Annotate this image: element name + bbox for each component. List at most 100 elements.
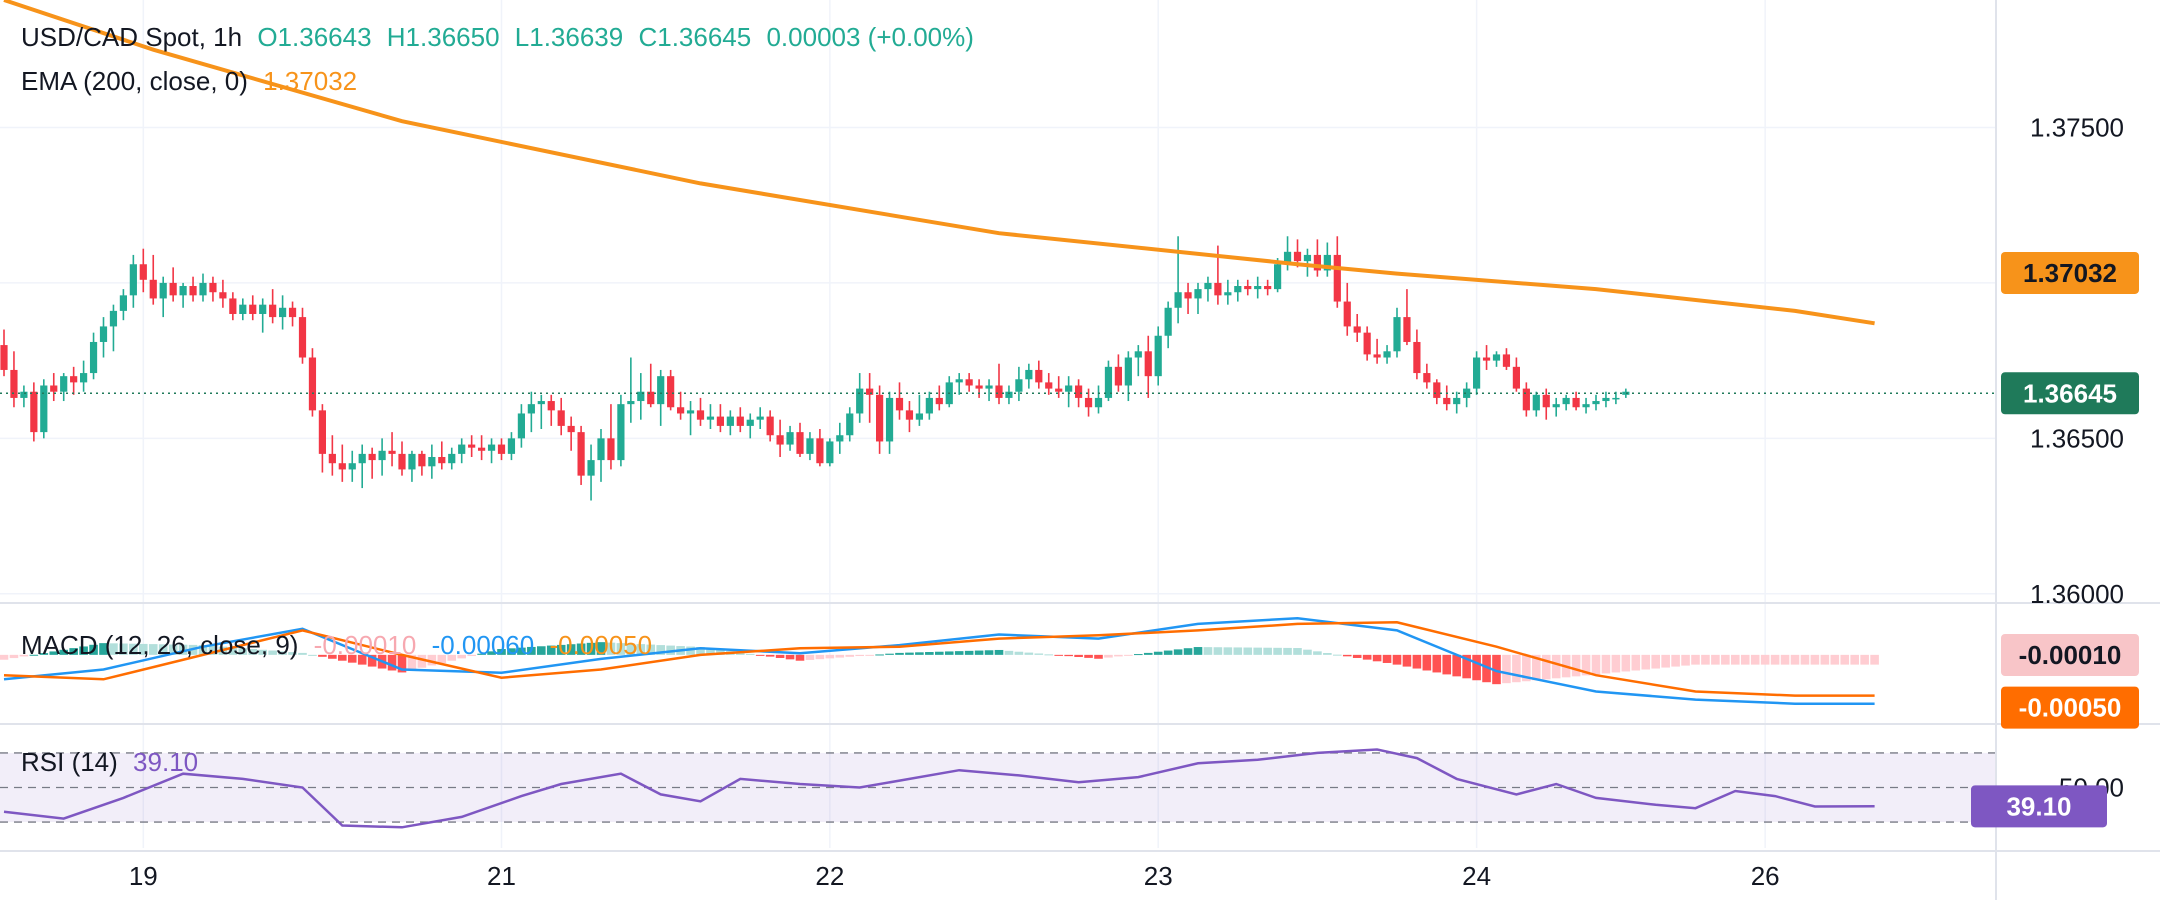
candle-body: [607, 438, 615, 461]
macd-hist-bar: [1362, 654, 1372, 660]
candle-body: [1592, 401, 1600, 405]
macd-hist-bar: [1780, 654, 1790, 665]
candle-body: [219, 292, 227, 299]
macd-hist-tag: -0.00010: [2001, 634, 2139, 676]
macd-hist-bar: [1213, 647, 1223, 655]
macd-hist-bar: [964, 650, 974, 655]
y-tick-label: 1.36000: [2030, 579, 2124, 609]
macd-hist-bar: [198, 645, 208, 655]
macd-hist-bar: [1283, 647, 1292, 655]
rsi-value-tag: 39.10: [1971, 785, 2107, 828]
x-tick-label: 21: [487, 861, 516, 891]
macd-hist-bar: [1303, 649, 1312, 655]
macd-hist-bar: [49, 651, 59, 655]
macd-hist-bar: [944, 651, 954, 655]
macd-hist-bar: [228, 647, 238, 655]
candle-body: [935, 397, 943, 405]
candle-body: [119, 295, 127, 311]
candle-body: [915, 413, 923, 420]
candle-body: [1502, 354, 1511, 367]
macd-hist-bar: [1482, 654, 1491, 683]
macd-hist-bar: [59, 649, 68, 655]
macd-hist-tag-text: -0.00010: [2019, 640, 2122, 670]
macd-hist-bar: [576, 643, 586, 655]
macd-hist-bar: [755, 654, 765, 656]
candle-body: [1025, 369, 1033, 380]
macd-hist-bar: [109, 643, 118, 655]
candle-body: [89, 341, 98, 374]
candle-body: [507, 438, 516, 454]
macd-hist-bar: [158, 644, 168, 655]
last-price-tag-text: 1.36645: [2023, 378, 2117, 408]
candle-body: [1184, 292, 1192, 299]
candle-body: [298, 317, 307, 358]
macd-hist-bar: [596, 642, 606, 655]
candle-body: [328, 453, 336, 464]
macd-hist-bar: [875, 654, 884, 656]
candle-body: [696, 410, 705, 420]
macd-hist-bar: [268, 650, 277, 655]
macd-hist-bar: [666, 645, 675, 655]
candle-body: [1353, 326, 1361, 333]
candle-body: [1373, 354, 1381, 358]
macd-hist-bar: [517, 647, 526, 655]
candle-body: [0, 345, 8, 370]
rsi-label: RSI (14): [21, 747, 118, 777]
candle-body: [955, 379, 963, 383]
macd-hist-bar: [1800, 654, 1810, 665]
macd-hist-bar: [1163, 650, 1173, 655]
candle-body: [1234, 286, 1242, 293]
candle-body: [1423, 373, 1431, 383]
macd-hist-bar: [1472, 654, 1481, 681]
candle-body: [358, 453, 366, 464]
macd-hist-bar: [935, 651, 944, 655]
candle-body: [826, 441, 834, 464]
open-value: O1.36643: [257, 22, 372, 52]
candle-body: [60, 376, 68, 392]
y-tick-label: 1.37500: [2030, 112, 2124, 142]
candle-body: [179, 286, 187, 296]
macd-hist-bar: [1323, 653, 1332, 655]
candle-body: [398, 453, 406, 470]
candle-body: [1264, 286, 1272, 290]
macd-hist-bar: [556, 644, 566, 655]
candle-body: [1144, 351, 1152, 377]
candle-body: [637, 391, 645, 402]
macd-hist-bar: [437, 654, 447, 664]
macd-signal-tag-text: -0.00050: [2019, 693, 2122, 723]
macd-label: MACD (12, 26, close, 9): [21, 630, 299, 660]
candle-body: [70, 376, 78, 383]
candle-body: [1313, 254, 1321, 271]
macd-hist-bar: [1750, 654, 1760, 665]
macd-hist-bar: [308, 654, 317, 656]
candle-body: [537, 401, 545, 405]
candle-body: [1303, 254, 1312, 262]
candle-body: [229, 298, 237, 314]
candle-body: [408, 453, 416, 470]
macd-hist-bar: [636, 644, 646, 655]
y-tick-label: 1.36500: [2030, 423, 2124, 453]
candle-body: [378, 450, 386, 461]
symbol-label: USD/CAD Spot, 1h: [21, 22, 243, 52]
macd-hist-bar: [29, 654, 39, 656]
macd-hist-bar: [1372, 654, 1382, 662]
candle-body: [1622, 391, 1630, 395]
macd-hist-value: -0.00010: [313, 630, 417, 660]
candle-body: [1114, 366, 1122, 386]
candle-body: [139, 264, 147, 280]
candle-body: [1055, 388, 1063, 392]
macd-hist-bar: [397, 654, 407, 673]
ema-price-tag-bg: [2001, 251, 2139, 294]
candle-body: [448, 453, 456, 464]
macd-hist-bar: [974, 650, 984, 655]
macd-hist-bar: [1273, 647, 1282, 655]
candle-body: [895, 397, 904, 411]
candle-body: [806, 438, 814, 454]
signal-line: [3, 621, 1875, 697]
candle-body: [487, 444, 496, 451]
macd-hist-bar: [1731, 654, 1740, 665]
candle-body: [1084, 397, 1093, 408]
candle-body: [1532, 394, 1540, 411]
macd-hist-bar: [1243, 647, 1253, 655]
